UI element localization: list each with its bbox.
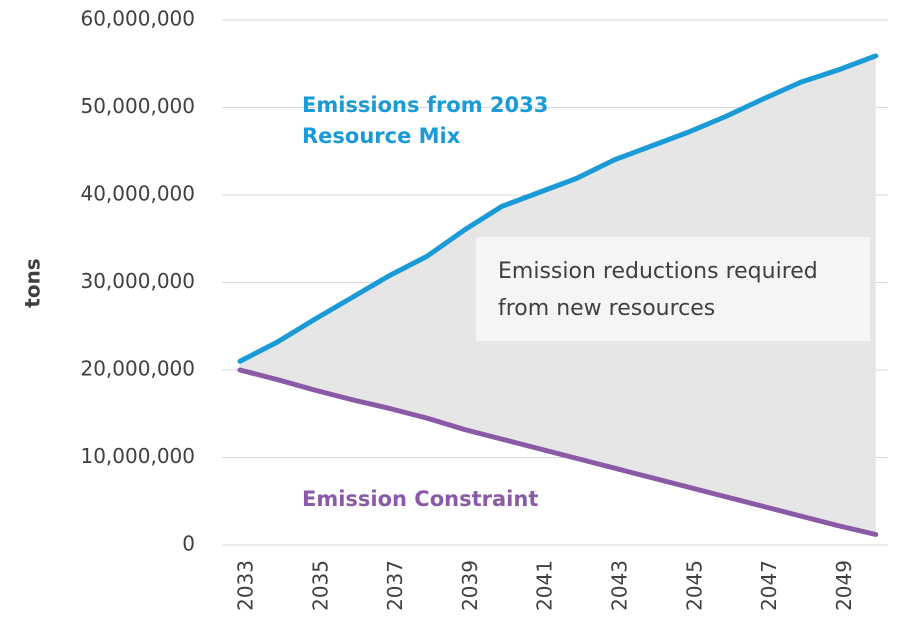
line (237, 367, 879, 537)
x-tick-label: 2047 (757, 560, 781, 611)
y-tick-label: 30,000,000 (80, 269, 195, 293)
x-tick-label: 2033 (234, 560, 258, 611)
y-axis-label: tons (21, 258, 45, 307)
x-tick-label: 2043 (608, 560, 632, 611)
line (237, 53, 879, 364)
x-tick-label: 2035 (308, 560, 332, 611)
y-tick-label: 20,000,000 (80, 357, 195, 381)
y-tick-label: 0 (182, 532, 195, 556)
x-tick-label: 2045 (682, 560, 706, 611)
y-tick-label: 40,000,000 (80, 182, 195, 206)
annotation: Emission reductions required from new re… (476, 237, 870, 341)
x-tick-label: 2041 (533, 560, 557, 611)
x-tick-label: 2049 (832, 560, 856, 611)
series-label: Emissions from 2033 Resource Mix (302, 93, 549, 148)
x-tick-label: 2037 (383, 560, 407, 611)
y-tick-label: 60,000,000 (80, 7, 195, 31)
y-tick-label: 50,000,000 (80, 94, 195, 118)
x-tick-label: 2039 (458, 560, 482, 611)
y-tick-label: 10,000,000 (80, 444, 195, 468)
series-label: Emission Constraint (302, 487, 539, 511)
